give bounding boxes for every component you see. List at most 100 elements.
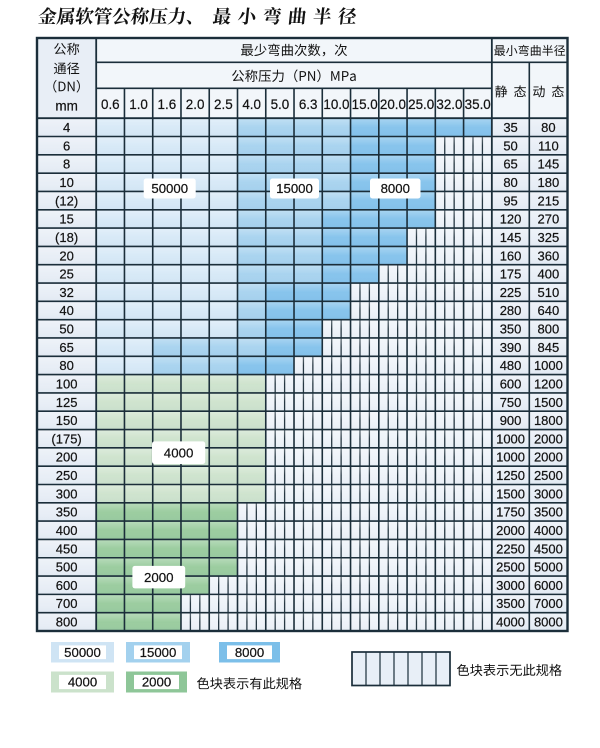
svg-text:145: 145 bbox=[500, 230, 522, 245]
svg-text:900: 900 bbox=[500, 413, 522, 428]
svg-text:2000: 2000 bbox=[142, 675, 171, 690]
svg-text:mm: mm bbox=[55, 98, 78, 113]
svg-text:6: 6 bbox=[63, 138, 70, 153]
svg-text:80: 80 bbox=[541, 120, 555, 135]
svg-text:1800: 1800 bbox=[534, 413, 563, 428]
svg-text:325: 325 bbox=[538, 230, 560, 245]
svg-text:4000: 4000 bbox=[534, 523, 563, 538]
svg-text:4000: 4000 bbox=[164, 445, 194, 460]
svg-text:35: 35 bbox=[503, 120, 517, 135]
svg-text:(12): (12) bbox=[55, 193, 78, 208]
svg-text:15000: 15000 bbox=[140, 645, 177, 660]
svg-text:1.0: 1.0 bbox=[129, 97, 148, 112]
svg-text:3500: 3500 bbox=[496, 596, 525, 611]
svg-text:200: 200 bbox=[56, 450, 78, 465]
svg-text:6.3: 6.3 bbox=[299, 97, 318, 112]
svg-text:32: 32 bbox=[59, 285, 73, 300]
svg-text:700: 700 bbox=[56, 596, 78, 611]
svg-text:390: 390 bbox=[500, 340, 522, 355]
svg-text:2000: 2000 bbox=[534, 431, 563, 446]
svg-text:2000: 2000 bbox=[496, 523, 525, 538]
svg-text:50: 50 bbox=[503, 138, 517, 153]
svg-text:2250: 2250 bbox=[496, 541, 525, 556]
svg-text:100: 100 bbox=[56, 376, 78, 391]
svg-text:25.0: 25.0 bbox=[408, 97, 434, 112]
svg-text:600: 600 bbox=[56, 578, 78, 593]
svg-text:640: 640 bbox=[538, 303, 560, 318]
svg-text:40: 40 bbox=[59, 303, 73, 318]
svg-text:250: 250 bbox=[56, 468, 78, 483]
svg-text:8000: 8000 bbox=[534, 615, 563, 630]
svg-text:845: 845 bbox=[538, 340, 560, 355]
svg-text:350: 350 bbox=[500, 322, 522, 337]
svg-text:2.5: 2.5 bbox=[214, 97, 233, 112]
svg-text:150: 150 bbox=[56, 413, 78, 428]
svg-text:160: 160 bbox=[500, 248, 522, 263]
svg-text:400: 400 bbox=[56, 523, 78, 538]
svg-text:2.0: 2.0 bbox=[186, 97, 205, 112]
svg-text:360: 360 bbox=[538, 248, 560, 263]
svg-text:3000: 3000 bbox=[534, 486, 563, 501]
svg-text:4000: 4000 bbox=[496, 615, 525, 630]
svg-text:270: 270 bbox=[538, 212, 560, 227]
svg-text:20: 20 bbox=[59, 248, 73, 263]
svg-text:500: 500 bbox=[56, 560, 78, 575]
svg-text:2500: 2500 bbox=[534, 468, 563, 483]
svg-text:350: 350 bbox=[56, 505, 78, 520]
svg-text:5000: 5000 bbox=[534, 560, 563, 575]
svg-text:5.0: 5.0 bbox=[271, 97, 290, 112]
svg-text:215: 215 bbox=[538, 193, 560, 208]
svg-text:2000: 2000 bbox=[534, 450, 563, 465]
svg-text:8: 8 bbox=[63, 157, 70, 172]
svg-text:3000: 3000 bbox=[496, 578, 525, 593]
svg-text:10.0: 10.0 bbox=[323, 97, 349, 112]
svg-text:125: 125 bbox=[56, 395, 78, 410]
svg-text:2500: 2500 bbox=[496, 560, 525, 575]
svg-text:15: 15 bbox=[59, 212, 73, 227]
svg-text:80: 80 bbox=[59, 358, 73, 373]
svg-text:8000: 8000 bbox=[235, 645, 264, 660]
svg-text:50: 50 bbox=[59, 322, 73, 337]
svg-text:6000: 6000 bbox=[534, 578, 563, 593]
svg-text:15000: 15000 bbox=[276, 181, 313, 196]
svg-text:32.0: 32.0 bbox=[436, 97, 462, 112]
svg-text:0.6: 0.6 bbox=[101, 97, 120, 112]
svg-text:4500: 4500 bbox=[534, 541, 563, 556]
svg-text:95: 95 bbox=[503, 193, 517, 208]
svg-text:25: 25 bbox=[59, 267, 73, 282]
svg-text:1000: 1000 bbox=[496, 450, 525, 465]
svg-text:510: 510 bbox=[538, 285, 560, 300]
svg-text:4: 4 bbox=[63, 120, 70, 135]
svg-text:300: 300 bbox=[56, 486, 78, 501]
svg-text:1200: 1200 bbox=[534, 376, 563, 391]
svg-text:50000: 50000 bbox=[151, 181, 188, 196]
svg-text:50000: 50000 bbox=[64, 645, 101, 660]
svg-text:225: 225 bbox=[500, 285, 522, 300]
svg-text:120: 120 bbox=[500, 212, 522, 227]
svg-text:4.0: 4.0 bbox=[242, 97, 261, 112]
svg-text:600: 600 bbox=[500, 376, 522, 391]
svg-text:450: 450 bbox=[56, 541, 78, 556]
svg-text:8000: 8000 bbox=[381, 181, 410, 196]
svg-text:400: 400 bbox=[538, 267, 560, 282]
svg-text:1500: 1500 bbox=[534, 395, 563, 410]
svg-text:1.6: 1.6 bbox=[158, 97, 177, 112]
svg-text:1250: 1250 bbox=[496, 468, 525, 483]
svg-text:800: 800 bbox=[56, 615, 78, 630]
svg-text:175: 175 bbox=[500, 267, 522, 282]
svg-text:280: 280 bbox=[500, 303, 522, 318]
svg-text:15.0: 15.0 bbox=[352, 97, 378, 112]
svg-text:1500: 1500 bbox=[496, 486, 525, 501]
svg-text:750: 750 bbox=[500, 395, 522, 410]
svg-text:2000: 2000 bbox=[144, 570, 174, 585]
svg-text:65: 65 bbox=[503, 157, 517, 172]
svg-text:65: 65 bbox=[59, 340, 73, 355]
svg-text:180: 180 bbox=[538, 175, 560, 190]
svg-text:35.0: 35.0 bbox=[465, 97, 491, 112]
svg-text:7000: 7000 bbox=[534, 596, 563, 611]
svg-text:110: 110 bbox=[538, 138, 559, 153]
svg-text:80: 80 bbox=[503, 175, 517, 190]
svg-text:3500: 3500 bbox=[534, 505, 563, 520]
svg-text:(175): (175) bbox=[51, 431, 81, 446]
svg-text:800: 800 bbox=[538, 322, 560, 337]
